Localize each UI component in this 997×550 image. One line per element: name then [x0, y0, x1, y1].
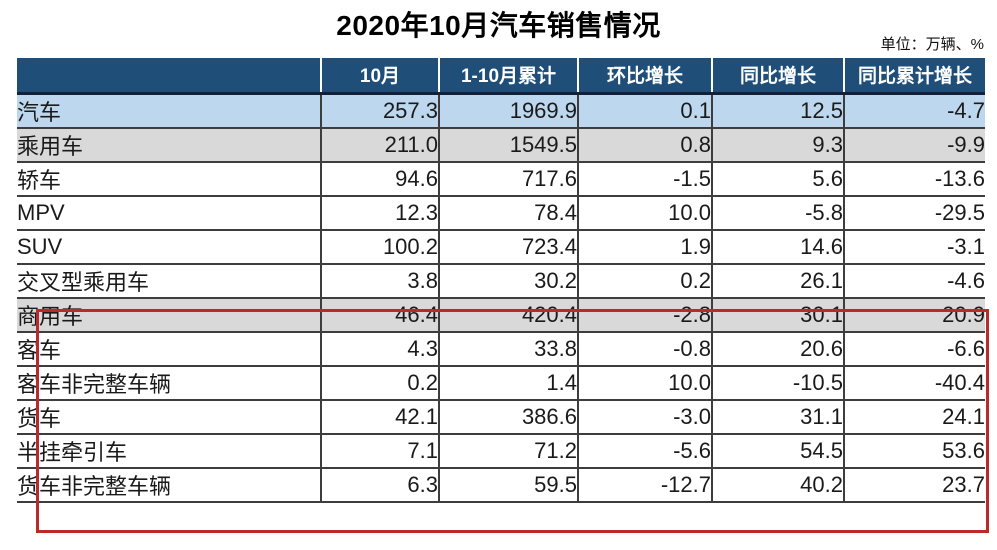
value-cell: -4.6 [843, 263, 985, 298]
value-cell: 54.5 [711, 433, 844, 468]
value-cell: 211.0 [320, 127, 439, 162]
column-header: 环比增长 [577, 58, 712, 93]
value-cell: 1969.9 [438, 93, 578, 128]
column-header: 同比累计增长 [843, 58, 985, 93]
table-row: 商用车 46.4 420.4 -2.8 30.1 20.9 [17, 297, 985, 332]
value-cell: 46.4 [320, 297, 439, 332]
row-label: 交叉型乘用车 [17, 269, 150, 295]
table-row: MPV 12.3 78.4 10.0 -5.8 -29.5 [17, 195, 985, 230]
value-cell: -5.6 [577, 433, 712, 468]
value-cell: 10.0 [577, 365, 712, 400]
value-cell: -5.8 [711, 195, 844, 230]
table-row: 交叉型乘用车 3.8 30.2 0.2 26.1 -4.6 [17, 263, 985, 298]
value-cell: 42.1 [320, 399, 439, 434]
row-label: 客车 [17, 337, 62, 363]
value-cell: 26.1 [711, 263, 844, 298]
value-cell: 0.2 [577, 263, 712, 298]
value-cell: 0.8 [577, 127, 712, 162]
table-row: 半挂牵引车 7.1 71.2 -5.6 54.5 53.6 [17, 433, 985, 468]
value-cell: 31.1 [711, 399, 844, 434]
value-cell: 33.8 [438, 331, 578, 366]
row-label: 半挂牵引车 [17, 439, 128, 465]
value-cell: 257.3 [320, 93, 439, 128]
unit-note: 单位：万辆、% [880, 36, 984, 53]
row-label: 商用车 [17, 303, 84, 329]
value-cell: 20.6 [711, 331, 844, 366]
table-row: 汽车 257.3 1969.9 0.1 12.5 -4.7 [17, 93, 985, 128]
value-cell: 0.2 [320, 365, 439, 400]
row-label: 乘用车 [17, 133, 84, 159]
column-header: 同比增长 [711, 58, 844, 93]
value-cell: 0.1 [577, 93, 712, 128]
value-cell: 7.1 [320, 433, 439, 468]
value-cell: 40.2 [711, 467, 844, 502]
value-cell: -0.8 [577, 331, 712, 366]
value-cell: 9.3 [711, 127, 844, 162]
value-cell: 386.6 [438, 399, 578, 434]
value-cell: 71.2 [438, 433, 578, 468]
column-header: 10月 [320, 58, 439, 93]
table-row: SUV 100.2 723.4 1.9 14.6 -3.1 [17, 229, 985, 264]
value-cell: 12.5 [711, 93, 844, 128]
value-cell: 723.4 [438, 229, 578, 264]
table-row: 客车非完整车辆 0.2 1.4 10.0 -10.5 -40.4 [17, 365, 985, 400]
value-cell: 5.6 [711, 161, 844, 196]
value-cell: 6.3 [320, 467, 439, 502]
value-cell: 420.4 [438, 297, 578, 332]
value-cell: 4.3 [320, 331, 439, 366]
value-cell: 53.6 [843, 433, 985, 468]
value-cell: 100.2 [320, 229, 439, 264]
value-cell: 1.9 [577, 229, 712, 264]
value-cell: -13.6 [843, 161, 985, 196]
row-label: MPV [17, 199, 65, 225]
value-cell: 30.1 [711, 297, 844, 332]
header-row: 10月 1-10月累计 环比增长 同比增长 同比累计增长 [17, 58, 985, 93]
value-cell: 30.2 [438, 263, 578, 298]
value-cell: -4.7 [843, 93, 985, 128]
value-cell: 94.6 [320, 161, 439, 196]
table-row: 乘用车 211.0 1549.5 0.8 9.3 -9.9 [17, 127, 985, 162]
value-cell: -40.4 [843, 365, 985, 400]
value-cell: -3.1 [843, 229, 985, 264]
value-cell: 10.0 [577, 195, 712, 230]
value-cell: 3.8 [320, 263, 439, 298]
value-cell: -29.5 [843, 195, 985, 230]
column-header: 1-10月累计 [438, 58, 578, 93]
value-cell: 12.3 [320, 195, 439, 230]
page-title: 2020年10月汽车销售情况 [336, 10, 661, 41]
value-cell: 78.4 [438, 195, 578, 230]
value-cell: -10.5 [711, 365, 844, 400]
value-cell: 59.5 [438, 467, 578, 502]
row-label: 轿车 [17, 167, 62, 193]
value-cell: 20.9 [843, 297, 985, 332]
value-cell: 1.4 [438, 365, 578, 400]
auto-sales-table: 10月 1-10月累计 环比增长 同比增长 同比累计增长 汽车 257.3 1969.9 0.… [17, 58, 985, 503]
value-cell: 717.6 [438, 161, 578, 196]
value-cell: 1549.5 [438, 127, 578, 162]
value-cell: -9.9 [843, 127, 985, 162]
row-label: SUV [17, 233, 63, 259]
row-label: 客车非完整车辆 [17, 371, 172, 397]
row-label-column-header [17, 58, 321, 93]
table-row: 货车 42.1 386.6 -3.0 31.1 24.1 [17, 399, 985, 434]
row-label: 货车非完整车辆 [17, 473, 172, 499]
value-cell: -2.8 [577, 297, 712, 332]
value-cell: 14.6 [711, 229, 844, 264]
value-cell: -12.7 [577, 467, 712, 502]
value-cell: -1.5 [577, 161, 712, 196]
table-row: 客车 4.3 33.8 -0.8 20.6 -6.6 [17, 331, 985, 366]
table-row: 轿车 94.6 717.6 -1.5 5.6 -13.6 [17, 161, 985, 196]
row-label: 货车 [17, 405, 62, 431]
table-row: 货车非完整车辆 6.3 59.5 -12.7 40.2 23.7 [17, 467, 985, 502]
row-label: 汽车 [17, 99, 62, 125]
table-body: 汽车 257.3 1969.9 0.1 12.5 -4.7 乘用车 211.0 1549.5 0.… [17, 93, 985, 502]
value-cell: 23.7 [843, 467, 985, 502]
value-cell: -6.6 [843, 331, 985, 366]
value-cell: 24.1 [843, 399, 985, 434]
value-cell: -3.0 [577, 399, 712, 434]
